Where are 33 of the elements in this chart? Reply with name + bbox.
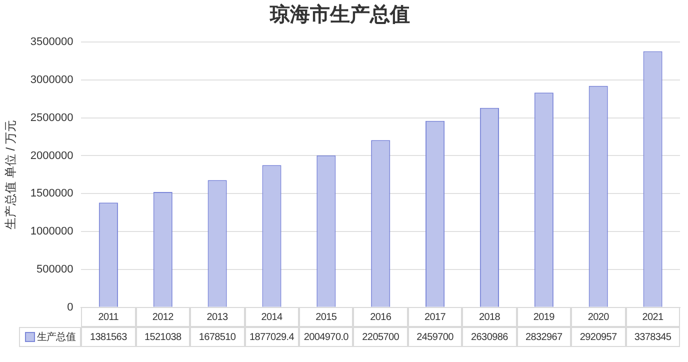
data-label: 2630986 <box>462 327 517 348</box>
y-axis-title: 生产总值 单位 / 万元 <box>4 120 18 230</box>
x-tick-label: 2015 <box>298 307 354 328</box>
x-tick-label: 2011 <box>81 307 136 328</box>
x-tick-label: 2014 <box>244 307 299 328</box>
x-tick-label: 2021 <box>626 307 680 328</box>
y-tick-label: 500000 <box>36 264 74 276</box>
data-label: 1678510 <box>190 327 244 348</box>
x-tick-label: 2020 <box>571 307 626 328</box>
y-tick-label: 1500000 <box>30 188 74 200</box>
data-label: 2920957 <box>571 327 626 348</box>
x-tick-label: 2013 <box>190 307 244 328</box>
y-tick-label: 0 <box>67 301 74 314</box>
data-label: 2459700 <box>408 327 462 348</box>
x-tick-label: 2019 <box>516 307 572 328</box>
x-tick-label: 2012 <box>136 307 190 328</box>
data-label: 1877029.4 <box>244 327 299 348</box>
y-tick-label: 3500000 <box>30 36 74 48</box>
data-label: 2205700 <box>353 327 408 348</box>
y-tick-label: 1000000 <box>30 226 74 238</box>
data-label: 1381563 <box>81 327 136 348</box>
chart-title: 琼海市生产总值 <box>269 3 410 26</box>
data-label: 3378345 <box>626 327 680 348</box>
x-tick-label: 2017 <box>408 307 462 328</box>
y-tick-label: 3000000 <box>30 74 74 86</box>
x-tick-label: 2016 <box>353 307 408 328</box>
data-label: 2004970.0 <box>298 327 354 348</box>
y-tick-label: 2000000 <box>30 150 74 162</box>
data-label: 2832967 <box>516 327 572 348</box>
legend-label: 生产总值 <box>19 327 82 348</box>
y-tick-label: 2500000 <box>30 112 74 124</box>
data-label: 1521038 <box>136 327 190 348</box>
x-tick-label: 2018 <box>462 307 517 328</box>
